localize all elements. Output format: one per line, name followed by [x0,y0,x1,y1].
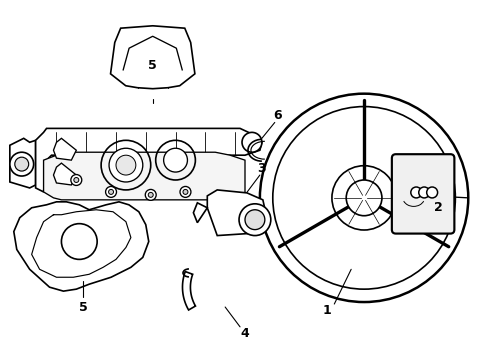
Circle shape [180,186,191,197]
Polygon shape [207,190,267,235]
Text: 5: 5 [79,301,88,314]
Text: 3: 3 [258,162,266,175]
Circle shape [239,204,271,235]
Circle shape [71,175,82,185]
Text: 1: 1 [323,305,332,318]
Circle shape [105,186,117,197]
Circle shape [109,189,114,194]
Circle shape [148,192,153,197]
Circle shape [411,187,422,198]
Polygon shape [10,138,36,188]
Polygon shape [14,202,149,291]
Text: 4: 4 [241,327,249,340]
Circle shape [10,152,34,176]
Text: 2: 2 [434,201,443,214]
Circle shape [346,180,382,216]
FancyBboxPatch shape [392,154,454,234]
Polygon shape [194,203,207,223]
Circle shape [419,187,430,198]
Circle shape [242,132,262,152]
Circle shape [427,187,438,198]
Circle shape [145,189,156,201]
Circle shape [164,148,188,172]
Text: 5: 5 [148,59,157,72]
Polygon shape [182,271,196,310]
Polygon shape [36,129,262,192]
Polygon shape [111,26,195,89]
Polygon shape [53,138,76,160]
Circle shape [15,157,29,171]
Circle shape [245,210,265,230]
Circle shape [61,224,97,260]
Circle shape [183,189,188,194]
Circle shape [109,148,143,182]
Circle shape [74,177,79,183]
Polygon shape [53,163,76,185]
Circle shape [116,155,136,175]
Polygon shape [44,152,245,200]
Text: 6: 6 [273,109,282,122]
